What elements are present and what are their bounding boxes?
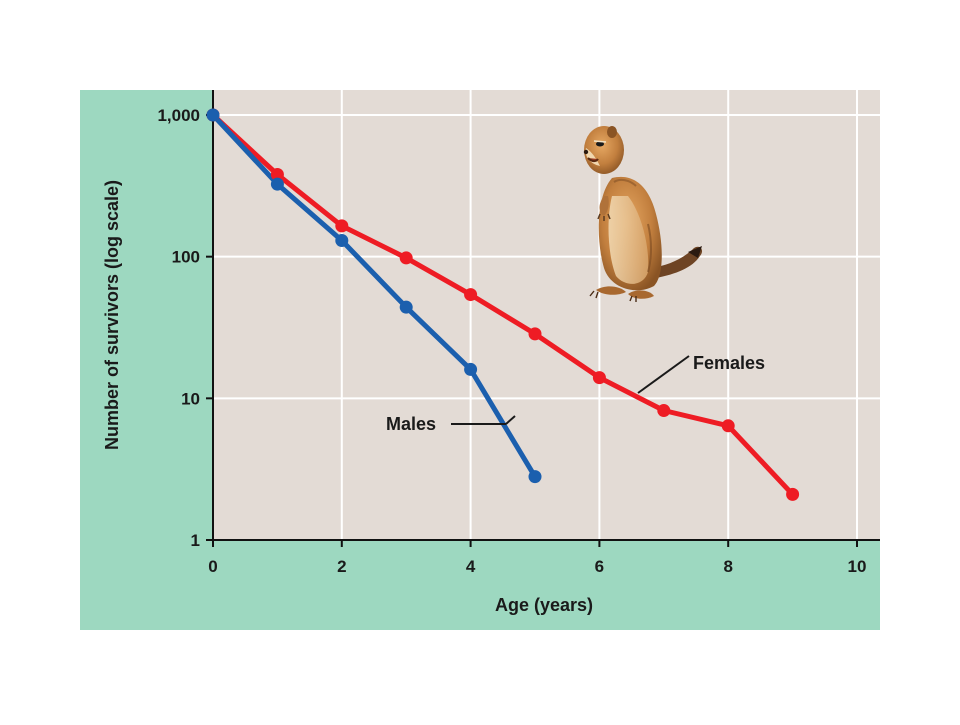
males-leader-tick bbox=[505, 415, 516, 425]
y-tick-label: 1 bbox=[191, 531, 200, 550]
females-label: Females bbox=[693, 353, 765, 373]
y-tick-label: 1,000 bbox=[157, 106, 200, 125]
series-line-males bbox=[210, 112, 538, 480]
data-point-females bbox=[786, 487, 800, 501]
data-point-females bbox=[721, 419, 735, 433]
females-annotation: Females bbox=[637, 353, 765, 394]
data-point-females bbox=[592, 371, 606, 385]
x-tick-label: 8 bbox=[723, 557, 732, 576]
males-label: Males bbox=[386, 414, 436, 434]
plot-area bbox=[213, 90, 880, 540]
y-axis-title: Number of survivors (log scale) bbox=[102, 180, 122, 450]
x-tick-label: 6 bbox=[595, 557, 604, 576]
data-point-males bbox=[335, 234, 349, 248]
data-point-females bbox=[399, 251, 413, 265]
data-point-males bbox=[270, 177, 284, 191]
y-tick-labels: 1 10 100 1,000 bbox=[157, 106, 200, 550]
x-axis-title: Age (years) bbox=[495, 595, 593, 615]
y-tick-label: 100 bbox=[172, 248, 200, 267]
ground-squirrel-illustration bbox=[583, 126, 703, 302]
series-lines bbox=[210, 112, 796, 497]
x-tick-label: 2 bbox=[337, 557, 346, 576]
males-annotation: Males bbox=[386, 414, 516, 434]
x-tick-label: 10 bbox=[848, 557, 867, 576]
data-point-females bbox=[335, 219, 349, 233]
data-point-males bbox=[206, 108, 220, 122]
data-point-males bbox=[528, 470, 542, 484]
data-point-males bbox=[399, 300, 413, 314]
x-tick-labels: 0 2 4 6 8 10 bbox=[208, 557, 866, 576]
data-point-males bbox=[464, 362, 478, 376]
series-points bbox=[206, 108, 800, 501]
x-tick-label: 4 bbox=[466, 557, 476, 576]
series-line-females bbox=[210, 112, 796, 497]
data-point-females bbox=[270, 168, 284, 182]
data-point-females bbox=[464, 288, 478, 302]
data-point-females bbox=[528, 327, 542, 341]
y-tick-label: 10 bbox=[181, 389, 200, 408]
females-leader-line bbox=[637, 355, 690, 394]
data-point-females bbox=[657, 404, 671, 418]
x-tick-label: 0 bbox=[208, 557, 217, 576]
